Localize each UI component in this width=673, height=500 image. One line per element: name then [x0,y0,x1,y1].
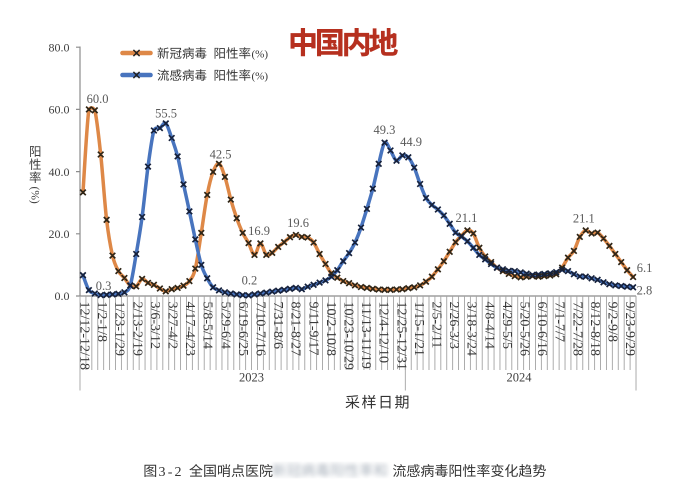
svg-text:3/6-3/12: 3/6-3/12 [147,302,162,349]
svg-text:80.0: 80.0 [49,40,70,54]
svg-text:1/15-1/21: 1/15-1/21 [411,302,426,356]
svg-text:7/1-7/7: 7/1-7/7 [552,302,567,342]
svg-text:8/12-8/18: 8/12-8/18 [587,302,602,356]
svg-text:4/17-4/23: 4/17-4/23 [182,302,197,356]
svg-text:12/12-12/18: 12/12-12/18 [77,302,92,370]
svg-text:2024: 2024 [507,371,533,385]
svg-text:44.9: 44.9 [400,135,422,149]
svg-text:60.0: 60.0 [87,92,109,106]
svg-text:9/11-9/17: 9/11-9/17 [305,302,320,356]
svg-text:55.5: 55.5 [155,107,177,121]
svg-text:4/8-4/14: 4/8-4/14 [481,302,496,349]
svg-text:3/18-3/24: 3/18-3/24 [464,302,479,356]
svg-text:3/27-4/2: 3/27-4/2 [165,302,180,349]
svg-text:0.2: 0.2 [242,274,258,288]
svg-text:2/5-2/11: 2/5-2/11 [429,302,444,349]
svg-text:10/23-10/29: 10/23-10/29 [341,302,356,370]
svg-text:3-2: 3-2 [159,465,184,480]
svg-text:(%): (%) [252,49,269,61]
svg-text:2.8: 2.8 [637,284,653,298]
svg-text:(%): (%) [29,187,41,204]
svg-text:6/10-6/16: 6/10-6/16 [534,302,549,356]
svg-text:8/21-8/27: 8/21-8/27 [288,302,303,356]
svg-text:5/8-5/14: 5/8-5/14 [200,302,215,349]
svg-text:4/29-5/5: 4/29-5/5 [499,302,514,349]
svg-text:7/10-7/16: 7/10-7/16 [253,302,268,356]
svg-text:21.1: 21.1 [455,211,477,225]
svg-text:1/2-1/8: 1/2-1/8 [94,302,109,342]
svg-text:16.9: 16.9 [248,224,270,238]
svg-text:49.3: 49.3 [373,123,395,137]
svg-text:7/22-7/28: 7/22-7/28 [569,302,584,356]
svg-text:40.0: 40.0 [49,165,70,179]
svg-text:5/29-6/4: 5/29-6/4 [217,302,232,349]
svg-text:7/31-8/6: 7/31-8/6 [270,302,285,349]
svg-text:10/2-10/8: 10/2-10/8 [323,302,338,356]
svg-text:0.0: 0.0 [55,289,70,303]
svg-text:9/2-9/8: 9/2-9/8 [605,302,620,342]
svg-text:1/23-1/29: 1/23-1/29 [112,302,127,356]
svg-text:5/20-5/26: 5/20-5/26 [517,302,532,356]
svg-text:9/23-9/29: 9/23-9/29 [622,302,637,356]
svg-text:6/19-6/25: 6/19-6/25 [235,302,250,356]
svg-text:60.0: 60.0 [49,103,70,117]
svg-text:2/13-2/19: 2/13-2/19 [129,302,144,356]
svg-text:12/4-12/10: 12/4-12/10 [376,302,391,363]
svg-text:42.5: 42.5 [210,147,232,161]
svg-text:20.0: 20.0 [49,227,70,241]
svg-text:19.6: 19.6 [287,216,309,230]
svg-text:11/13-11/19: 11/13-11/19 [358,302,373,369]
svg-text:(%): (%) [252,71,269,83]
svg-text:0.3: 0.3 [96,279,112,293]
svg-text:21.1: 21.1 [573,212,595,226]
svg-text:6.1: 6.1 [637,261,653,275]
svg-text:2/26-3/3: 2/26-3/3 [446,302,461,349]
svg-text:12/25-12/31: 12/25-12/31 [393,302,408,370]
svg-text:2023: 2023 [239,371,264,385]
